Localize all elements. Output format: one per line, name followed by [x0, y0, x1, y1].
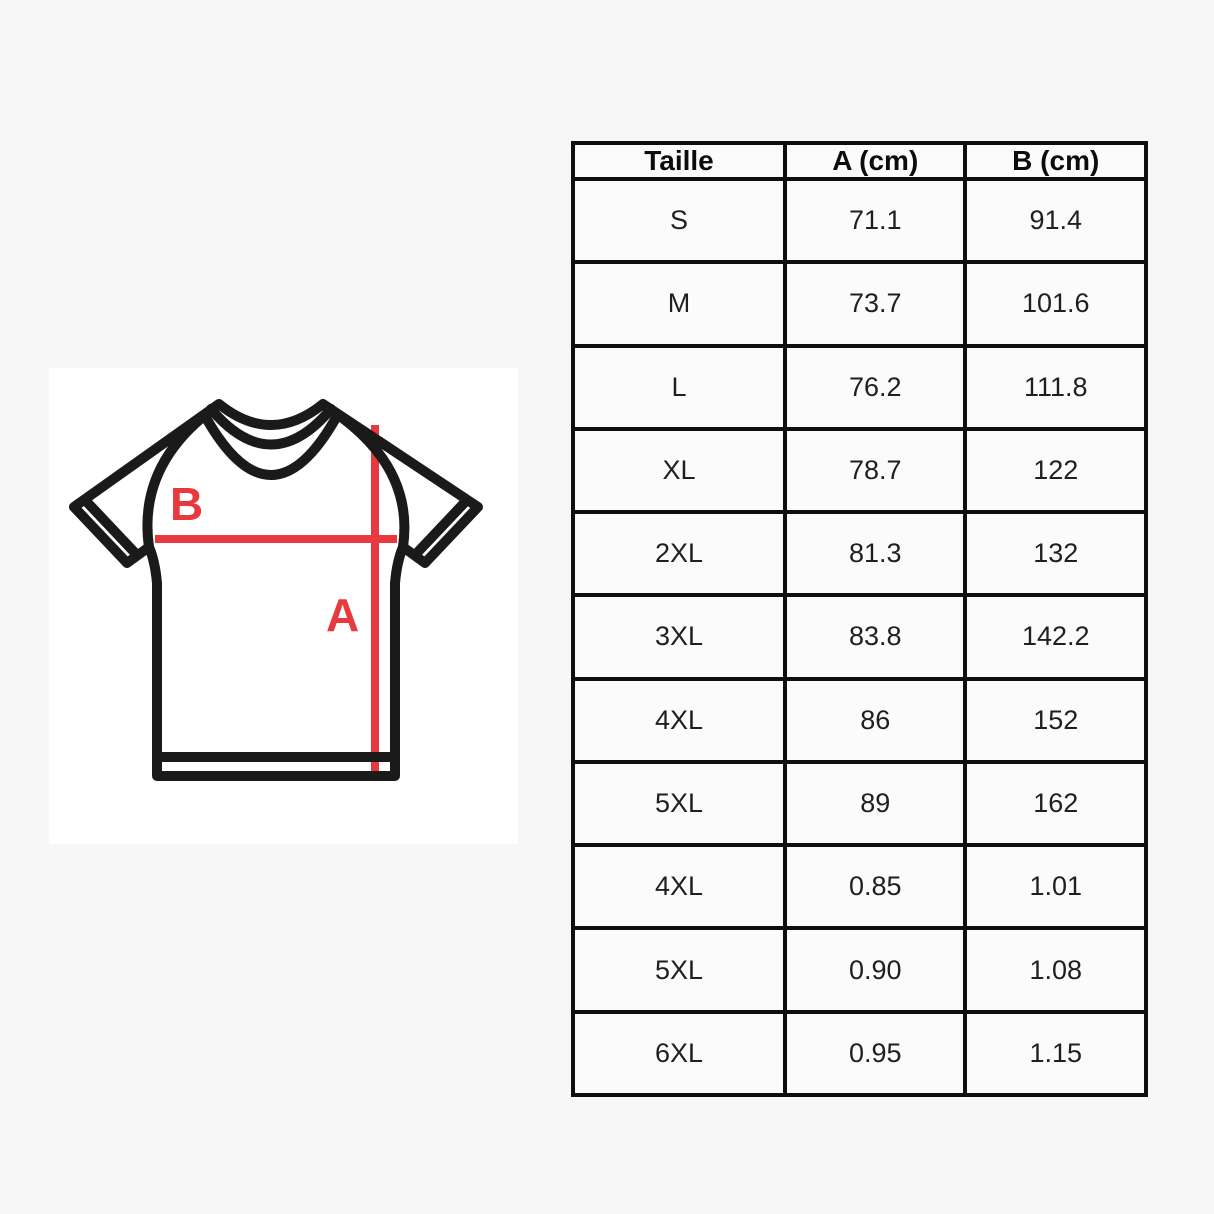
a-value-cell: 89	[782, 759, 968, 848]
header-cell-b: B (cm)	[963, 141, 1148, 181]
size-cell: 4XL	[571, 676, 787, 764]
a-value-cell: 71.1	[782, 176, 968, 265]
cuff-seam-right	[410, 495, 472, 560]
a-value-cell: 86	[782, 676, 968, 764]
size-cell: 5XL	[571, 759, 787, 848]
tshirt-outline	[69, 399, 483, 781]
table-row: 5XL 0.90 1.08	[571, 926, 1148, 1014]
a-value-cell: 81.3	[782, 510, 968, 598]
measurement-lines	[155, 425, 397, 778]
tshirt-measurement-diagram: B A	[69, 399, 483, 781]
b-value-cell: 91.4	[963, 176, 1148, 265]
measurement-label-b: B	[170, 478, 203, 530]
size-cell: 5XL	[571, 926, 787, 1014]
size-table-body: S 71.1 91.4 M 73.7 101.6 L 76.2 111.8 XL…	[571, 176, 1148, 1098]
collar-inner-arc	[206, 404, 336, 450]
b-value-cell: 142.2	[963, 593, 1148, 681]
size-cell: 6XL	[571, 1009, 787, 1098]
tshirt-outline-group	[69, 399, 483, 781]
table-row: 4XL 0.85 1.01	[571, 843, 1148, 931]
size-cell: M	[571, 260, 787, 348]
table-row: 3XL 83.8 142.2	[571, 593, 1148, 681]
b-value-cell: 162	[963, 759, 1148, 848]
header-cell-taille: Taille	[571, 141, 787, 181]
table-row: S 71.1 91.4	[571, 176, 1148, 265]
b-value-cell: 111.8	[963, 343, 1148, 431]
a-value-cell: 0.85	[782, 843, 968, 931]
b-value-cell: 152	[963, 676, 1148, 764]
a-value-cell: 73.7	[782, 260, 968, 348]
size-cell: S	[571, 176, 787, 265]
sleeve-seam-right	[320, 401, 410, 552]
a-value-cell: 0.95	[782, 1009, 968, 1098]
size-cell: XL	[571, 426, 787, 515]
size-table: Taille A (cm) B (cm) S 71.1 91.4 M 73.7 …	[571, 141, 1148, 1098]
size-cell: 3XL	[571, 593, 787, 681]
measurement-label-a: A	[326, 589, 359, 641]
table-row: L 76.2 111.8	[571, 343, 1148, 431]
collar-outer-arc	[200, 411, 342, 480]
table-row: 2XL 81.3 132	[571, 510, 1148, 598]
size-cell: 4XL	[571, 843, 787, 931]
table-row: 4XL 86 152	[571, 676, 1148, 764]
header-cell-a: A (cm)	[782, 141, 968, 181]
header-row: Taille A (cm) B (cm)	[571, 141, 1148, 181]
size-cell: 2XL	[571, 510, 787, 598]
cuff-seam-left	[80, 495, 142, 560]
a-value-cell: 78.7	[782, 426, 968, 515]
b-value-cell: 122	[963, 426, 1148, 515]
table-row: M 73.7 101.6	[571, 260, 1148, 348]
b-value-cell: 1.08	[963, 926, 1148, 1014]
b-value-cell: 101.6	[963, 260, 1148, 348]
a-value-cell: 83.8	[782, 593, 968, 681]
a-value-cell: 0.90	[782, 926, 968, 1014]
b-value-cell: 132	[963, 510, 1148, 598]
size-table-header: Taille A (cm) B (cm)	[571, 141, 1148, 181]
tshirt-diagram-panel: B A	[49, 368, 518, 844]
sleeve-seam-left	[142, 401, 222, 552]
table-row: XL 78.7 122	[571, 426, 1148, 515]
a-value-cell: 76.2	[782, 343, 968, 431]
table-row: 6XL 0.95 1.15	[571, 1009, 1148, 1098]
b-value-cell: 1.15	[963, 1009, 1148, 1098]
b-value-cell: 1.01	[963, 843, 1148, 931]
table-row: 5XL 89 162	[571, 759, 1148, 848]
size-cell: L	[571, 343, 787, 431]
